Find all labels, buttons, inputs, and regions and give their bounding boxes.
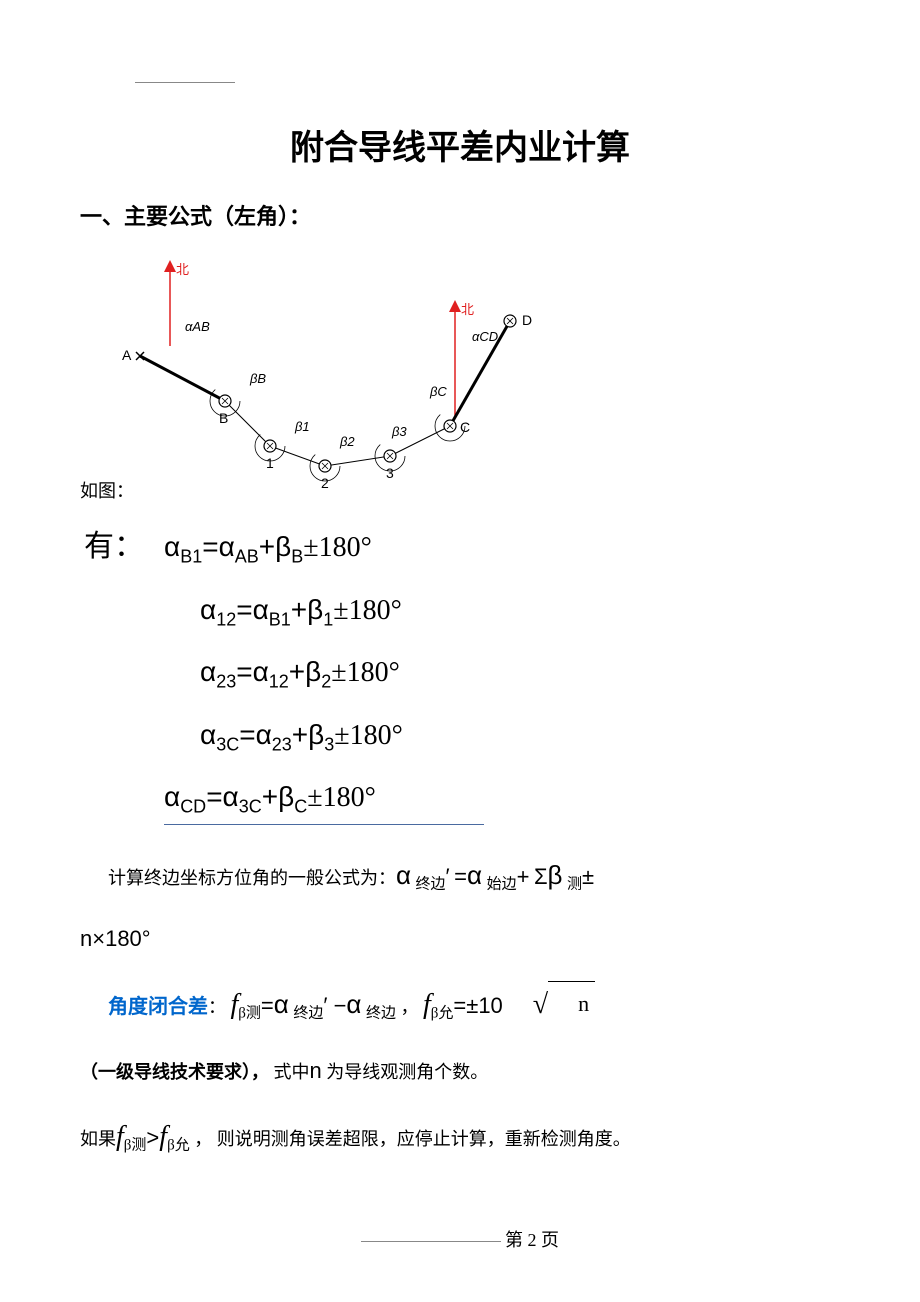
formula-3: α23=α12+β2±180° <box>200 656 840 693</box>
svg-text:北: 北 <box>176 262 189 277</box>
closure-label: 角度闭合差 <box>108 996 208 1018</box>
svg-text:C: C <box>460 419 470 435</box>
svg-text:1: 1 <box>266 455 274 471</box>
svg-text:βB: βB <box>249 371 266 386</box>
diagram-row: 北北AB123CDαABαCDβBβ1β2β3βC <box>80 251 840 491</box>
paragraph-requirement: （一级导线技术要求）， 式中n 为导线观测角个数。 <box>80 1049 840 1093</box>
traverse-diagram: 北北AB123CDαABαCDβBβ1β2β3βC <box>80 251 560 491</box>
svg-text:βC: βC <box>429 384 447 399</box>
svg-text:β3: β3 <box>391 424 407 439</box>
paragraph-general-formula-line2: n×180° <box>80 917 840 961</box>
formula-underline <box>164 824 484 825</box>
svg-text:αAB: αAB <box>185 319 210 334</box>
svg-text:北: 北 <box>461 302 474 317</box>
formula-1: αB1=αAB+βB±180° <box>164 531 372 568</box>
svg-text:D: D <box>522 312 532 328</box>
section-1-heading: 一、主要公式（左角）： <box>80 199 840 231</box>
formula-block: 有： αB1=αAB+βB±180° α12=αB1+β1±180° α23=α… <box>80 521 840 825</box>
top-rule <box>135 82 235 83</box>
svg-text:2: 2 <box>321 475 329 491</box>
formula-2: α12=αB1+β1±180° <box>200 594 840 631</box>
svg-text:A: A <box>122 347 132 363</box>
svg-text:β1: β1 <box>294 419 310 434</box>
svg-text:3: 3 <box>386 465 394 481</box>
formula-5: αCD=α3C+βC±180° <box>164 781 840 818</box>
page-footer: 第 2 页 <box>0 1226 920 1252</box>
svg-text:B: B <box>219 410 228 426</box>
lead-word: 有： <box>84 521 144 565</box>
paragraph-check: 如果fβ测>fβ允 ， 则说明测角误差超限，应停止计算，重新检测角度。 <box>80 1109 840 1165</box>
paragraph-general-formula: 计算终边坐标方位角的一般公式为：α 终边′ =α 始边+ Σβ 测± <box>80 849 840 901</box>
paragraph-closure: 角度闭合差： fβ测=α 终边′ −α 终边 ， fβ允=±10n <box>80 977 840 1033</box>
page-number: 第 2 页 <box>505 1230 559 1250</box>
page-title: 附合导线平差内业计算 <box>80 120 840 169</box>
svg-text:αCD: αCD <box>472 329 498 344</box>
formula-4: α3C=α23+β3±180° <box>200 719 840 756</box>
svg-text:β2: β2 <box>339 434 355 449</box>
